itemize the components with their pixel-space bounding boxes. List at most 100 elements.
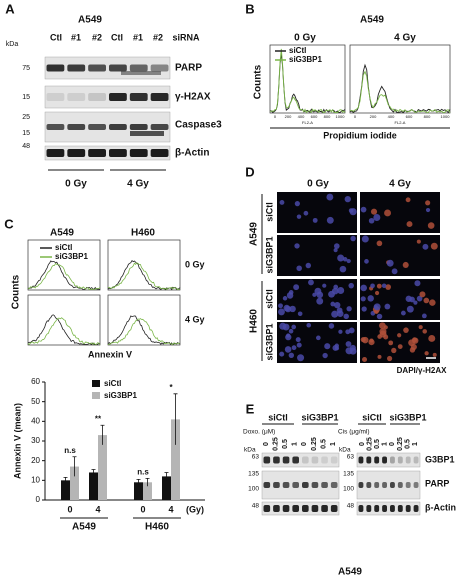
y-tick-label: 30 xyxy=(31,436,40,445)
blot-band xyxy=(311,505,319,512)
blot-strip xyxy=(356,452,421,468)
label: Caspase3 xyxy=(175,120,222,131)
label: 800 xyxy=(324,114,331,119)
label: PARP xyxy=(175,63,202,74)
blot-band xyxy=(366,505,372,512)
cell-nucleus xyxy=(279,200,285,205)
blot-band xyxy=(382,456,387,464)
cell-nucleus xyxy=(419,291,426,298)
label: 75 xyxy=(22,65,30,72)
cell-nucleus xyxy=(414,280,421,287)
blot-band xyxy=(150,124,169,130)
cell-nucleus xyxy=(345,341,352,347)
label: 0 Gy xyxy=(307,179,329,190)
label: 1 xyxy=(292,442,299,446)
blot-band xyxy=(374,505,380,512)
cell-nucleus xyxy=(294,243,300,249)
label: 0 xyxy=(263,442,270,446)
bar xyxy=(61,480,70,500)
cell-nucleus xyxy=(362,356,368,363)
cell-nucleus xyxy=(331,310,339,318)
blot-band xyxy=(150,64,169,72)
label: 63 xyxy=(347,454,355,461)
blot-band xyxy=(67,124,86,130)
histogram-curve xyxy=(27,262,101,291)
cell-nucleus xyxy=(361,235,369,243)
y-tick-label: 20 xyxy=(31,456,40,465)
histogram-curve xyxy=(269,48,346,114)
cell-nucleus xyxy=(297,354,305,362)
cell-nucleus xyxy=(403,327,409,333)
cell-nucleus xyxy=(418,325,423,330)
cell-nucleus xyxy=(349,208,357,216)
cell-nucleus xyxy=(284,305,292,313)
cell-nucleus xyxy=(326,193,334,201)
label: 800 xyxy=(424,114,431,119)
cell-nucleus xyxy=(376,240,383,247)
bar xyxy=(162,476,171,500)
label: DAPI/ xyxy=(397,366,419,375)
label: siG3BP1 xyxy=(389,412,426,422)
label: 200 xyxy=(370,114,377,119)
blot-band xyxy=(413,482,419,488)
label: PARP xyxy=(425,478,449,488)
label: siCtl xyxy=(362,412,382,422)
label: 1 xyxy=(382,442,389,446)
error-bar xyxy=(100,424,105,445)
cell-nucleus xyxy=(296,214,302,219)
blot-band xyxy=(46,149,65,157)
label: 48 xyxy=(22,143,30,150)
blot-band xyxy=(88,93,106,101)
legend-label: siCtl xyxy=(104,379,121,388)
label: A xyxy=(5,1,15,16)
cell-nucleus xyxy=(384,303,391,310)
cell-nucleus xyxy=(425,200,431,206)
blot-band xyxy=(405,456,411,464)
cell-nucleus xyxy=(370,208,378,215)
label: siCtl xyxy=(264,202,274,222)
error-bar xyxy=(63,476,68,484)
blot-band xyxy=(374,482,380,488)
legend-swatch xyxy=(92,392,100,399)
blot-band xyxy=(397,505,403,512)
label: 0 Gy xyxy=(65,179,87,190)
cell-nucleus xyxy=(333,284,339,290)
error-bar xyxy=(136,478,141,486)
cell-nucleus xyxy=(336,307,343,314)
cell-nucleus xyxy=(294,201,300,207)
label: siG3BP1 xyxy=(264,236,274,273)
blot-band xyxy=(88,149,106,157)
group-label: A549 xyxy=(72,522,96,533)
cell-nucleus xyxy=(343,313,349,320)
label: 4 Gy xyxy=(185,314,205,324)
cell-nucleus xyxy=(293,284,300,291)
blot-band xyxy=(292,456,299,464)
label: E xyxy=(246,401,255,416)
label: γ-H2AX xyxy=(175,92,211,103)
blot-band xyxy=(46,93,65,101)
cell-nucleus xyxy=(282,323,290,331)
label: Cis (μg/ml) xyxy=(338,429,370,436)
cell-nucleus xyxy=(360,284,368,292)
label: 200 xyxy=(285,114,292,119)
blot-band xyxy=(405,505,411,512)
blot-strip xyxy=(44,85,171,109)
cell-nucleus xyxy=(282,296,288,301)
cell-nucleus xyxy=(322,283,327,288)
label: 0 xyxy=(359,442,366,446)
legend-swatch xyxy=(92,380,100,387)
label: siCtl xyxy=(55,243,72,252)
label: 0.25 xyxy=(272,437,279,451)
cell-nucleus xyxy=(337,287,345,295)
x-tick-label: 4 xyxy=(168,504,173,514)
label: siCtl xyxy=(264,289,274,309)
x-tick-label: 0 xyxy=(140,504,145,514)
cell-nucleus xyxy=(402,261,409,268)
cell-nucleus xyxy=(360,296,366,302)
cell-nucleus xyxy=(296,265,302,272)
label: siCtl xyxy=(268,412,288,422)
blot-band xyxy=(302,456,309,464)
label: 0.25 xyxy=(311,437,318,451)
cell-nucleus xyxy=(374,290,380,296)
blot-band xyxy=(109,149,127,157)
